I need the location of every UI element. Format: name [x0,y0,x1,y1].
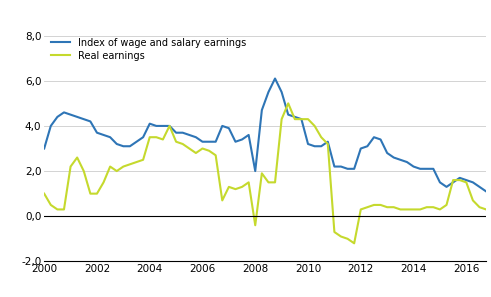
Real earnings [483,208,489,211]
Real earnings [457,178,463,182]
Legend: Index of wage and salary earnings, Real earnings: Index of wage and salary earnings, Real … [49,36,248,63]
Index of wage and salary earnings [299,117,304,121]
Index of wage and salary earnings [483,189,489,193]
Index of wage and salary earnings [147,122,153,125]
Real earnings [345,237,351,241]
Index of wage and salary earnings [140,135,146,139]
Real earnings [285,102,291,105]
Line: Real earnings: Real earnings [44,103,486,243]
Index of wage and salary earnings [226,127,232,130]
Line: Index of wage and salary earnings: Index of wage and salary earnings [44,78,486,191]
Real earnings [404,208,410,211]
Index of wage and salary earnings [443,185,449,189]
Index of wage and salary earnings [305,142,311,146]
Real earnings [371,203,377,207]
Real earnings [41,192,47,195]
Real earnings [351,241,357,245]
Index of wage and salary earnings [272,77,278,80]
Real earnings [443,203,449,207]
Real earnings [450,178,456,182]
Index of wage and salary earnings [41,147,47,150]
